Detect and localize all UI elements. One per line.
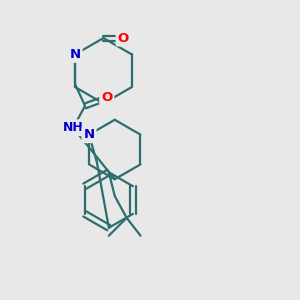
Text: N: N bbox=[70, 48, 81, 61]
Text: O: O bbox=[118, 32, 129, 44]
Text: NH: NH bbox=[63, 121, 83, 134]
Text: N: N bbox=[83, 128, 94, 141]
Text: O: O bbox=[101, 92, 112, 104]
